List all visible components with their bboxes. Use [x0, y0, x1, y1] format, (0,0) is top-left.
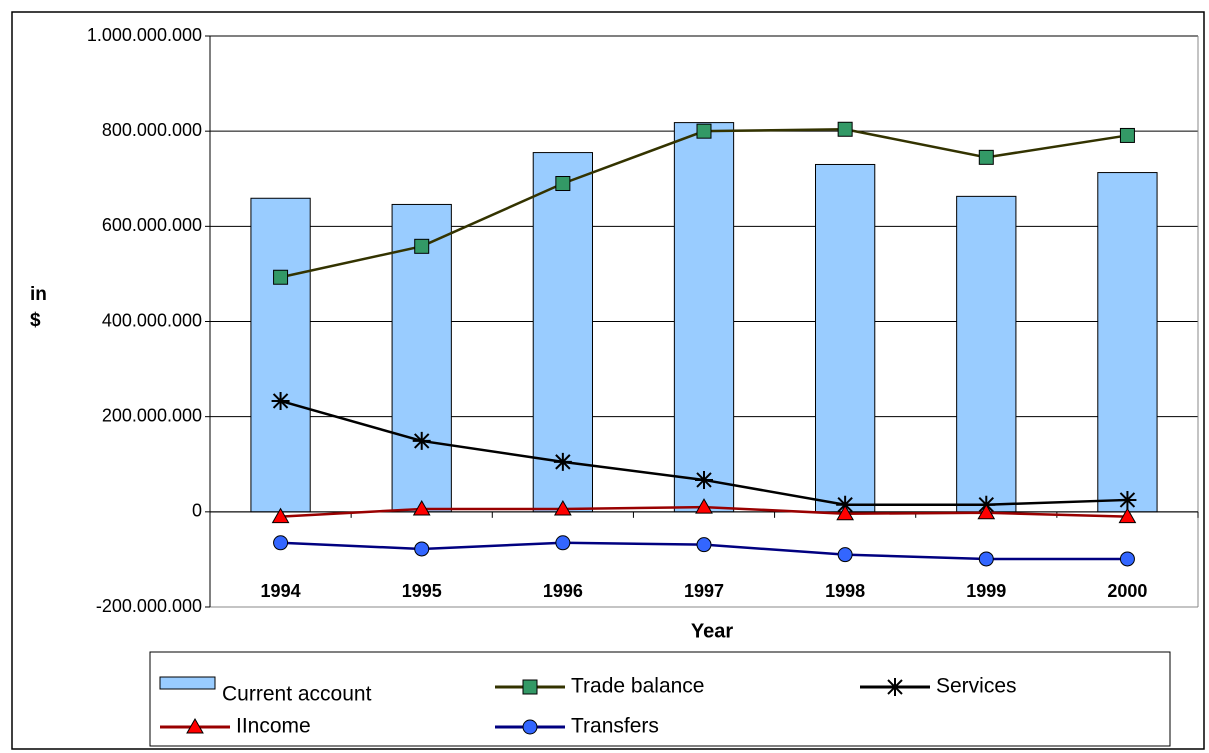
point: [696, 123, 712, 139]
x-tick-label: 1999: [966, 581, 1006, 601]
bar: [1097, 172, 1158, 513]
y-tick-label: 200.000.000: [102, 405, 202, 425]
y-axis-title: in $: [30, 284, 47, 331]
point: [1119, 551, 1135, 567]
y-tick-label: 1.000.000.000: [87, 25, 202, 45]
legend-label: Trade balance: [571, 675, 704, 698]
bar: [815, 163, 876, 513]
legend-label: Services: [936, 675, 1017, 698]
y-tick-label: 600.000.000: [102, 215, 202, 235]
legend-marker: [522, 719, 538, 735]
legend-swatch: [159, 676, 216, 690]
point: [695, 498, 713, 514]
point: [553, 499, 572, 516]
point: [978, 149, 994, 165]
point: [1119, 127, 1135, 143]
point: [836, 495, 855, 514]
bar: [250, 197, 311, 513]
bar: [673, 122, 735, 513]
y-tick-label: -200.000.000: [96, 596, 202, 616]
x-tick-label: 1997: [684, 581, 724, 601]
bar: [956, 195, 1017, 513]
y-tick-label: 0: [192, 501, 202, 521]
legend-marker: [522, 679, 538, 695]
legend-label: IIncome: [236, 715, 311, 738]
point: [555, 176, 571, 192]
point: [837, 547, 853, 563]
x-tick-label: 1995: [402, 581, 442, 601]
x-tick-label: 1998: [825, 581, 865, 601]
legend-label: Current account: [222, 683, 372, 706]
point: [555, 535, 571, 551]
point: [1118, 507, 1137, 524]
legend-label: Transfers: [571, 715, 659, 738]
x-tick-label: 1994: [261, 581, 301, 601]
point: [837, 121, 853, 137]
legend-marker: [186, 717, 204, 734]
point: [1118, 490, 1137, 509]
x-axis-title: Year: [691, 620, 733, 642]
point: [414, 541, 430, 557]
point: [273, 535, 289, 551]
point: [836, 504, 855, 521]
x-tick-label: 2000: [1107, 581, 1147, 601]
y-tick-label: 800.000.000: [102, 120, 202, 140]
legend-box: [149, 651, 1171, 747]
point: [696, 537, 712, 553]
x-tick-label: 1996: [543, 581, 583, 601]
point: [553, 452, 572, 471]
point: [695, 470, 713, 489]
point: [412, 499, 431, 516]
point: [271, 507, 290, 524]
bar: [532, 152, 593, 513]
point: [273, 269, 289, 285]
point: [412, 431, 431, 450]
point: [271, 391, 290, 410]
point: [977, 503, 996, 520]
point: [414, 238, 430, 254]
legend-marker: [886, 678, 904, 696]
point: [978, 551, 994, 567]
bar: [391, 203, 452, 513]
y-tick-label: 400.000.000: [102, 310, 202, 330]
